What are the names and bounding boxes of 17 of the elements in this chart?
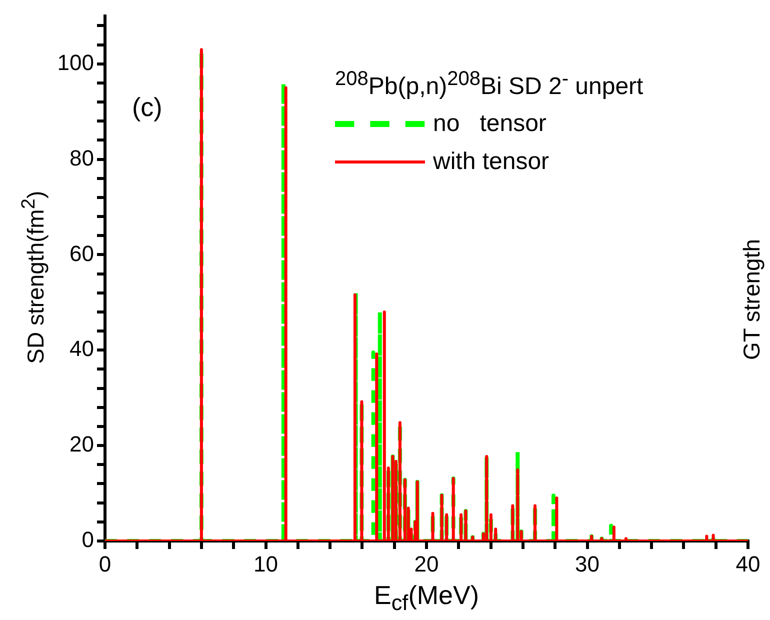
y-tick-label: 0: [82, 527, 94, 552]
legend-label: no tensor: [433, 110, 546, 138]
y-tick-label: 20: [70, 432, 94, 457]
x-tick-label: 40: [736, 551, 760, 576]
y-tick-label: 60: [70, 240, 94, 266]
x-tick-label: 30: [575, 551, 600, 576]
y-tick-label: 100: [57, 50, 94, 75]
annotation: (c): [132, 92, 162, 123]
legend-title: $^{208}$Pb(p,n)$^{208}$Bi SD 2$^{-}$ unpert: [335, 68, 644, 101]
y-tick-label: 40: [70, 336, 94, 362]
x-axis-title: E$_{cf}$(MeV): [373, 580, 480, 616]
x-tick-label: 10: [254, 551, 278, 576]
legend-label: with tensor: [433, 148, 550, 176]
x-tick-label: 20: [414, 551, 439, 576]
x-tick-label: 0: [98, 551, 112, 576]
y2-axis-title: GT strength: [738, 238, 766, 362]
y-tick-label: 80: [70, 145, 94, 170]
